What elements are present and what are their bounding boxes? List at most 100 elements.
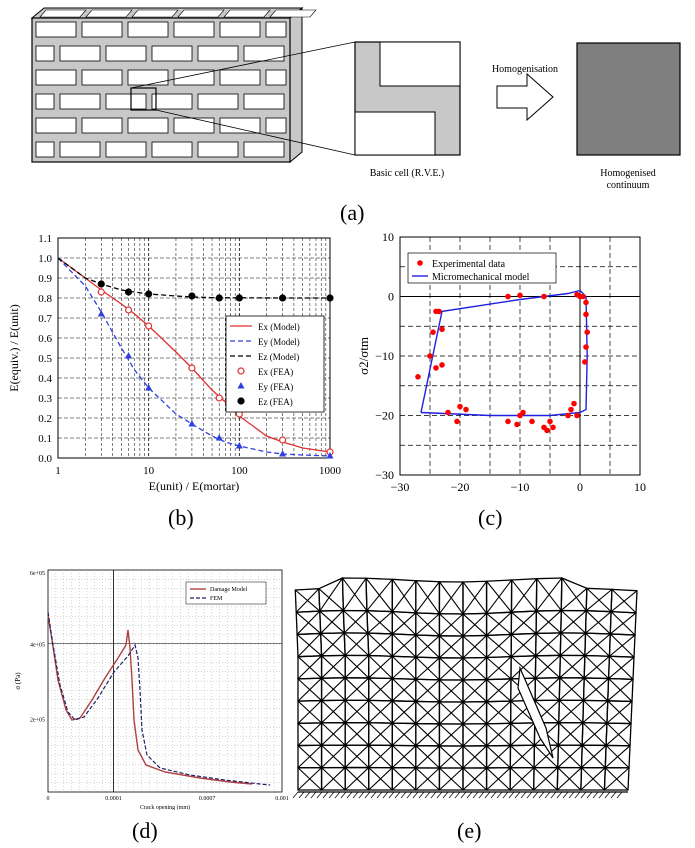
support-hatch: [562, 791, 569, 799]
data-point: [235, 294, 243, 302]
support-hatch: [442, 791, 449, 799]
mesh-diagonal: [368, 678, 393, 701]
homogenised-continuum: [576, 42, 681, 156]
support-hatch: [478, 791, 485, 799]
x-tick-label: 10: [143, 465, 155, 477]
y-tick-label: 0.0: [38, 453, 52, 465]
basic-cell-label: Basic cell (R.V.E.): [370, 168, 445, 179]
data-point: [415, 374, 421, 380]
brick: [35, 21, 77, 38]
data-point: [278, 436, 287, 444]
brick: [105, 93, 147, 110]
mesh-diagonal: [368, 745, 393, 768]
mesh-diagonal: [321, 767, 346, 791]
data-point: [454, 418, 460, 425]
data-point: [583, 344, 589, 350]
mesh-diagonal: [559, 632, 586, 656]
x-tick-label: −10: [511, 480, 530, 494]
support-hatch: [436, 791, 443, 799]
mesh-diagonal: [462, 580, 488, 615]
mesh-diagonal: [295, 588, 320, 613]
legend-swatch: [237, 382, 245, 389]
mesh-diagonal: [462, 745, 487, 769]
mesh-diagonal: [486, 745, 511, 769]
brick: [127, 69, 169, 86]
brick: [151, 93, 193, 110]
mesh-diagonal: [297, 744, 322, 769]
data-point: [445, 409, 451, 416]
data-point: [436, 308, 442, 315]
x-tick-label: −30: [391, 480, 410, 494]
support-hatch: [520, 791, 527, 799]
support-hatch: [496, 791, 503, 799]
support-hatch: [532, 791, 539, 799]
data-point: [215, 394, 223, 402]
mesh-diagonal: [391, 745, 417, 769]
mesh-diagonal: [415, 723, 440, 747]
mesh-diagonal: [607, 678, 634, 702]
data-point: [235, 442, 243, 449]
brick: [127, 21, 169, 38]
legend-swatch: [417, 260, 423, 266]
support-hatch: [610, 791, 617, 799]
support-hatch: [460, 791, 467, 799]
support-hatch: [502, 791, 509, 799]
brick: [59, 141, 101, 158]
support-hatch: [448, 791, 455, 799]
brick: [151, 45, 193, 62]
brick: [197, 45, 239, 62]
mesh-diagonal: [415, 613, 440, 636]
mesh-diagonal: [558, 699, 584, 724]
x-tick-label: 0: [577, 480, 583, 494]
support-hatch: [358, 791, 365, 799]
y-tick-label: 1.1: [38, 233, 52, 245]
support-hatch: [586, 791, 593, 799]
mesh-diagonal: [581, 722, 608, 746]
mesh-diagonal: [320, 610, 344, 634]
support-hatch: [418, 791, 425, 799]
legend-label: FEM: [210, 596, 223, 602]
brick: [243, 93, 285, 110]
legend-label: Damage Model: [210, 587, 247, 593]
support-hatch: [538, 791, 545, 799]
mesh-diagonal: [510, 655, 537, 680]
support-hatch: [298, 791, 305, 799]
mesh-diagonal: [368, 633, 393, 656]
y-tick-label: 0.5: [38, 353, 52, 365]
brick: [35, 69, 77, 86]
mesh-diagonal: [439, 723, 464, 747]
mesh-diagonal: [297, 722, 322, 746]
data-point: [188, 420, 196, 427]
homogenisation-label: Homogenisation: [492, 64, 558, 75]
mesh-diagonal: [606, 701, 633, 724]
legend-label: Experimental data: [432, 259, 506, 270]
data-point: [433, 365, 439, 371]
mesh-diagonal: [368, 722, 393, 746]
y-tick-label: 0.4: [38, 373, 52, 385]
panel-label-b: (b): [168, 505, 194, 530]
mesh-diagonal: [535, 577, 563, 612]
mesh-diagonal: [585, 588, 613, 612]
y-tick-label: −10: [375, 349, 394, 363]
data-point: [574, 412, 580, 419]
data-point: [278, 294, 287, 302]
mesh-diagonal: [318, 588, 344, 611]
brick: [219, 69, 261, 86]
mesh-diagonal: [368, 700, 393, 724]
brick: [197, 141, 239, 158]
brick: [127, 117, 169, 134]
mesh-diagonal: [604, 767, 630, 791]
mesh-diagonal: [509, 744, 535, 769]
brick: [173, 69, 215, 86]
continuum-label-1: Homogenised: [600, 168, 656, 179]
support-hatch: [316, 791, 323, 799]
brick-wall: [30, 6, 317, 164]
mesh-diagonal: [439, 613, 464, 637]
mesh-diagonal: [391, 612, 417, 635]
data-point: [97, 280, 105, 288]
mesh-diagonal: [535, 632, 562, 657]
brick-top: [131, 9, 179, 18]
data-point: [326, 294, 334, 302]
y-tick-label: 1.0: [38, 253, 52, 265]
mesh-diagonal: [462, 657, 487, 681]
